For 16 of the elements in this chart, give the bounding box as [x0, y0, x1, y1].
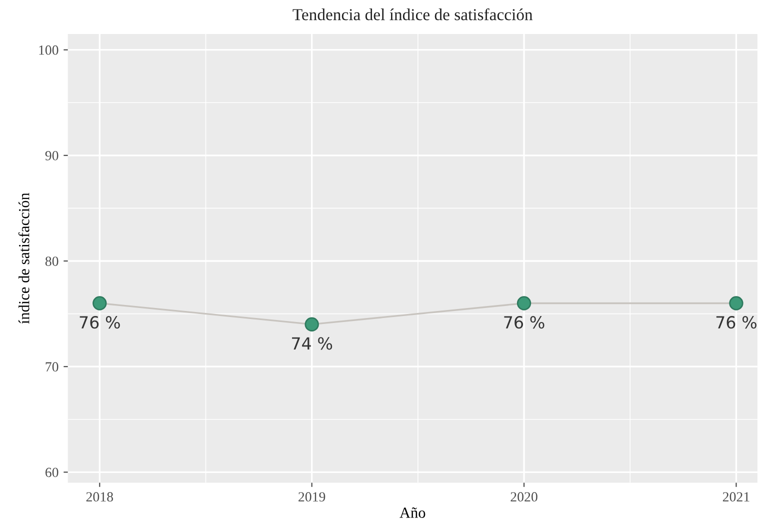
y-axis-title: índice de satisfacción [18, 192, 30, 324]
x-tick-label: 2018 [86, 492, 114, 502]
data-label: 76 % [80, 316, 120, 329]
y-tick-label: 90 [45, 151, 58, 160]
data-label: 74 % [292, 337, 332, 350]
x-tick-label: 2020 [510, 492, 538, 502]
data-label: 76 % [504, 316, 544, 329]
y-tick-label: 60 [46, 468, 58, 478]
y-tick-label: 70 [46, 362, 58, 372]
x-tick-label: 2019 [298, 492, 326, 502]
chart-title: Tendencia del índice de satisfacción [292, 8, 533, 20]
x-tick-label: 2021 [722, 492, 750, 502]
y-tick-label: 80 [45, 256, 58, 266]
y-tick-label: 100 [39, 45, 58, 55]
x-axis-title: Año [400, 507, 426, 518]
data-label: 76 % [716, 316, 756, 329]
